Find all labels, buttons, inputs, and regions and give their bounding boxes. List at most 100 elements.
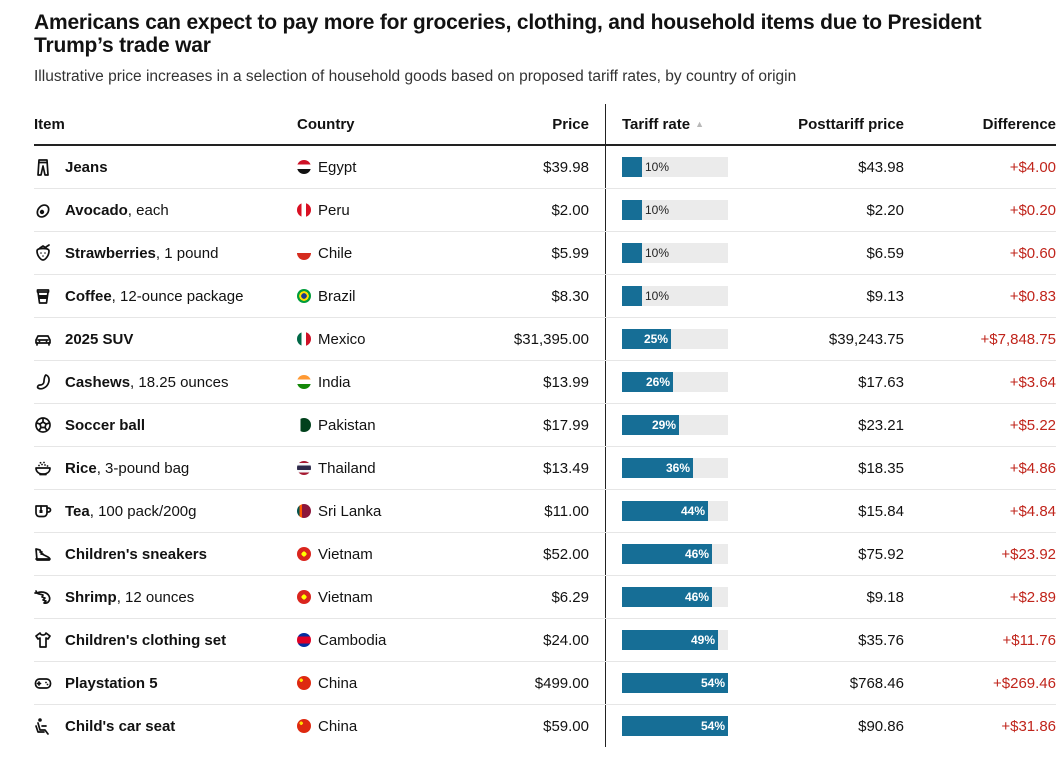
tariff-bar bbox=[622, 415, 679, 435]
tariff-cell: 36% bbox=[605, 446, 745, 490]
price-cell: $24.00 bbox=[462, 618, 606, 662]
flag-vietnam-icon bbox=[297, 547, 311, 561]
item-name: Playstation 5 bbox=[65, 674, 158, 692]
avocado-icon bbox=[34, 201, 52, 219]
table-row: Children's clothing set Cambodia $24.00 49%… bbox=[34, 618, 1056, 662]
tariff-bar-track: 49% bbox=[622, 630, 728, 650]
posttariff-price-cell: $39,243.75 bbox=[745, 317, 904, 361]
table-row: Shrimp, 12 ounces Vietnam $6.29 46% $9.18 +$2… bbox=[34, 575, 1056, 619]
table-header: Item Country Price Tariff rate ▲ Posttari… bbox=[34, 104, 1056, 146]
country-cell: Thailand bbox=[284, 446, 462, 490]
item-detail: , 3-pound bag bbox=[96, 459, 190, 477]
tshirt-icon bbox=[34, 631, 52, 649]
country-cell: Vietnam bbox=[284, 575, 462, 619]
tariff-cell: 46% bbox=[605, 532, 745, 576]
posttariff-price-cell: $9.13 bbox=[745, 274, 904, 318]
country-cell: Pakistan bbox=[284, 403, 462, 447]
item-detail: , each bbox=[127, 201, 169, 219]
table-row: Rice, 3-pound bag Thailand $13.49 36% $18.35… bbox=[34, 446, 1056, 490]
posttariff-price-cell: $43.98 bbox=[745, 145, 904, 189]
table-row: Cashews, 18.25 ounces India $13.99 26% $17.6… bbox=[34, 360, 1056, 404]
posttariff-price-cell: $90.86 bbox=[858, 717, 904, 735]
price-cell: $499.00 bbox=[462, 661, 606, 705]
table-row: Jeans Egypt $39.98 10% $43.98 +$4.00 bbox=[34, 145, 1056, 189]
item-name: Rice bbox=[65, 459, 97, 477]
column-header-posttariff-price[interactable]: Posttariff price bbox=[745, 104, 904, 146]
flag-thailand-icon bbox=[297, 461, 311, 475]
item-name: Strawberries bbox=[65, 244, 156, 262]
country-cell: Egypt bbox=[284, 145, 462, 189]
item-cell: Soccer ball bbox=[34, 403, 284, 447]
posttariff-price-cell: $9.18 bbox=[745, 575, 904, 619]
price-cell: $8.30 bbox=[462, 274, 606, 318]
column-header-price[interactable]: Price bbox=[462, 104, 606, 146]
country-name: Vietnam bbox=[318, 545, 373, 563]
item-name: Child's car seat bbox=[65, 717, 176, 735]
tariff-bar-track: 10% bbox=[622, 200, 728, 220]
item-detail: , 12 ounces bbox=[116, 588, 195, 606]
flag-china-icon bbox=[297, 676, 311, 690]
price-cell: $13.99 bbox=[462, 360, 606, 404]
tariff-bar-track: 54% bbox=[622, 673, 728, 693]
posttariff-price-cell: $17.63 bbox=[745, 360, 904, 404]
flag-india-icon bbox=[297, 375, 311, 389]
tariff-rate-label: 46% bbox=[684, 547, 709, 561]
item-cell: Shrimp, 12 ounces bbox=[34, 575, 284, 619]
country-cell: Cambodia bbox=[284, 618, 462, 662]
flag-cambodia-icon bbox=[297, 633, 311, 647]
tariff-bar-track: 25% bbox=[622, 329, 728, 349]
country-name: China bbox=[318, 674, 358, 692]
shrimp-icon bbox=[34, 588, 52, 606]
country-cell: Mexico bbox=[284, 317, 462, 361]
chart-subtitle: Illustrative price increases in a select… bbox=[34, 68, 797, 85]
posttariff-price-cell: $18.35 bbox=[745, 446, 904, 490]
car-icon bbox=[34, 330, 52, 348]
tariff-cell: 10% bbox=[605, 145, 745, 189]
price-cell: $39.98 bbox=[462, 145, 606, 189]
tariff-rate-label: 25% bbox=[643, 332, 668, 346]
country-cell: India bbox=[284, 360, 462, 404]
item-cell: Playstation 5 bbox=[34, 661, 284, 705]
flag-egypt-icon bbox=[297, 160, 311, 174]
difference-cell: +$23.92 bbox=[904, 532, 1056, 576]
column-header-item[interactable]: Item bbox=[34, 104, 284, 146]
column-header-tariff-rate[interactable]: Tariff rate ▲ bbox=[605, 104, 745, 146]
item-detail: , 100 pack/200g bbox=[89, 502, 197, 520]
chart-title: Americans can expect to pay more for gro… bbox=[34, 11, 982, 57]
difference-cell: +$0.20 bbox=[904, 188, 1056, 232]
country-name: India bbox=[318, 373, 351, 391]
column-header-difference[interactable]: Difference bbox=[904, 104, 1056, 146]
tariff-bar bbox=[622, 458, 693, 478]
column-header-country[interactable]: Country bbox=[284, 104, 462, 146]
tariff-cell: 29% bbox=[605, 403, 745, 447]
flag-mexico-icon bbox=[297, 332, 311, 346]
item-name: Children's clothing set bbox=[65, 631, 227, 649]
tariff-cell: 46% bbox=[605, 575, 745, 619]
posttariff-price-cell: $768.46 bbox=[745, 661, 904, 705]
tariff-bar-track: 46% bbox=[622, 544, 728, 564]
item-name: Tea bbox=[65, 502, 90, 520]
tariff-bar-track: 54% bbox=[622, 716, 728, 736]
item-name: Avocado bbox=[65, 201, 128, 219]
difference-cell: +$4.84 bbox=[904, 489, 1056, 533]
item-detail: , 12-ounce package bbox=[111, 287, 244, 305]
difference-cell: +$269.46 bbox=[904, 661, 1056, 705]
item-name: Coffee bbox=[65, 287, 112, 305]
item-cell: Tea, 100 pack/200g bbox=[34, 489, 284, 533]
car-seat-icon bbox=[34, 717, 52, 735]
item-cell: Avocado, each bbox=[34, 188, 284, 232]
item-name: Cashews bbox=[65, 373, 131, 391]
posttariff-price-cell: $75.92 bbox=[745, 532, 904, 576]
country-name: Brazil bbox=[318, 287, 356, 305]
flag-srilanka-icon bbox=[297, 504, 311, 518]
country-name: Thailand bbox=[318, 459, 376, 477]
difference-cell: +$2.89 bbox=[904, 575, 1056, 619]
item-cell: Strawberries, 1 pound bbox=[34, 231, 284, 275]
tariff-cell: 10% bbox=[605, 231, 745, 275]
item-cell: Children's clothing set bbox=[34, 618, 284, 662]
table-row: Avocado, each Peru $2.00 10% $2.20 +$0.20 bbox=[34, 188, 1056, 232]
country-name: Peru bbox=[318, 201, 350, 219]
item-cell: Jeans bbox=[34, 145, 284, 189]
price-cell: $6.29 bbox=[462, 575, 606, 619]
tariff-cell: 26% bbox=[605, 360, 745, 404]
